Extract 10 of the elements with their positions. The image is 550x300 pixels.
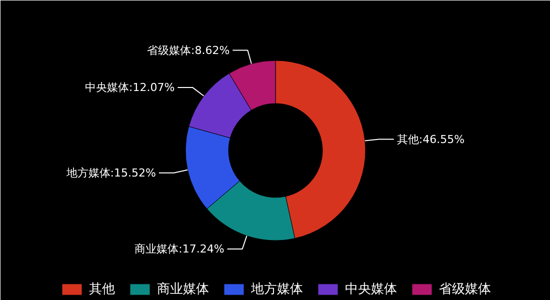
legend-label: 商业媒体 (157, 281, 209, 298)
data-label: 地方媒体:15.52% (65, 166, 156, 180)
legend-label: 其他 (89, 281, 115, 298)
legend-label: 中央媒体 (345, 281, 397, 298)
data-label: 中央媒体:12.07% (85, 81, 175, 94)
data-label: 商业媒体:17.24% (134, 242, 224, 256)
data-label: 省级媒体:8.62% (147, 44, 230, 57)
data-label: 其他:46.55% (396, 132, 465, 146)
legend-label: 地方媒体 (251, 281, 303, 298)
legend-label: 省级媒体 (439, 281, 491, 298)
